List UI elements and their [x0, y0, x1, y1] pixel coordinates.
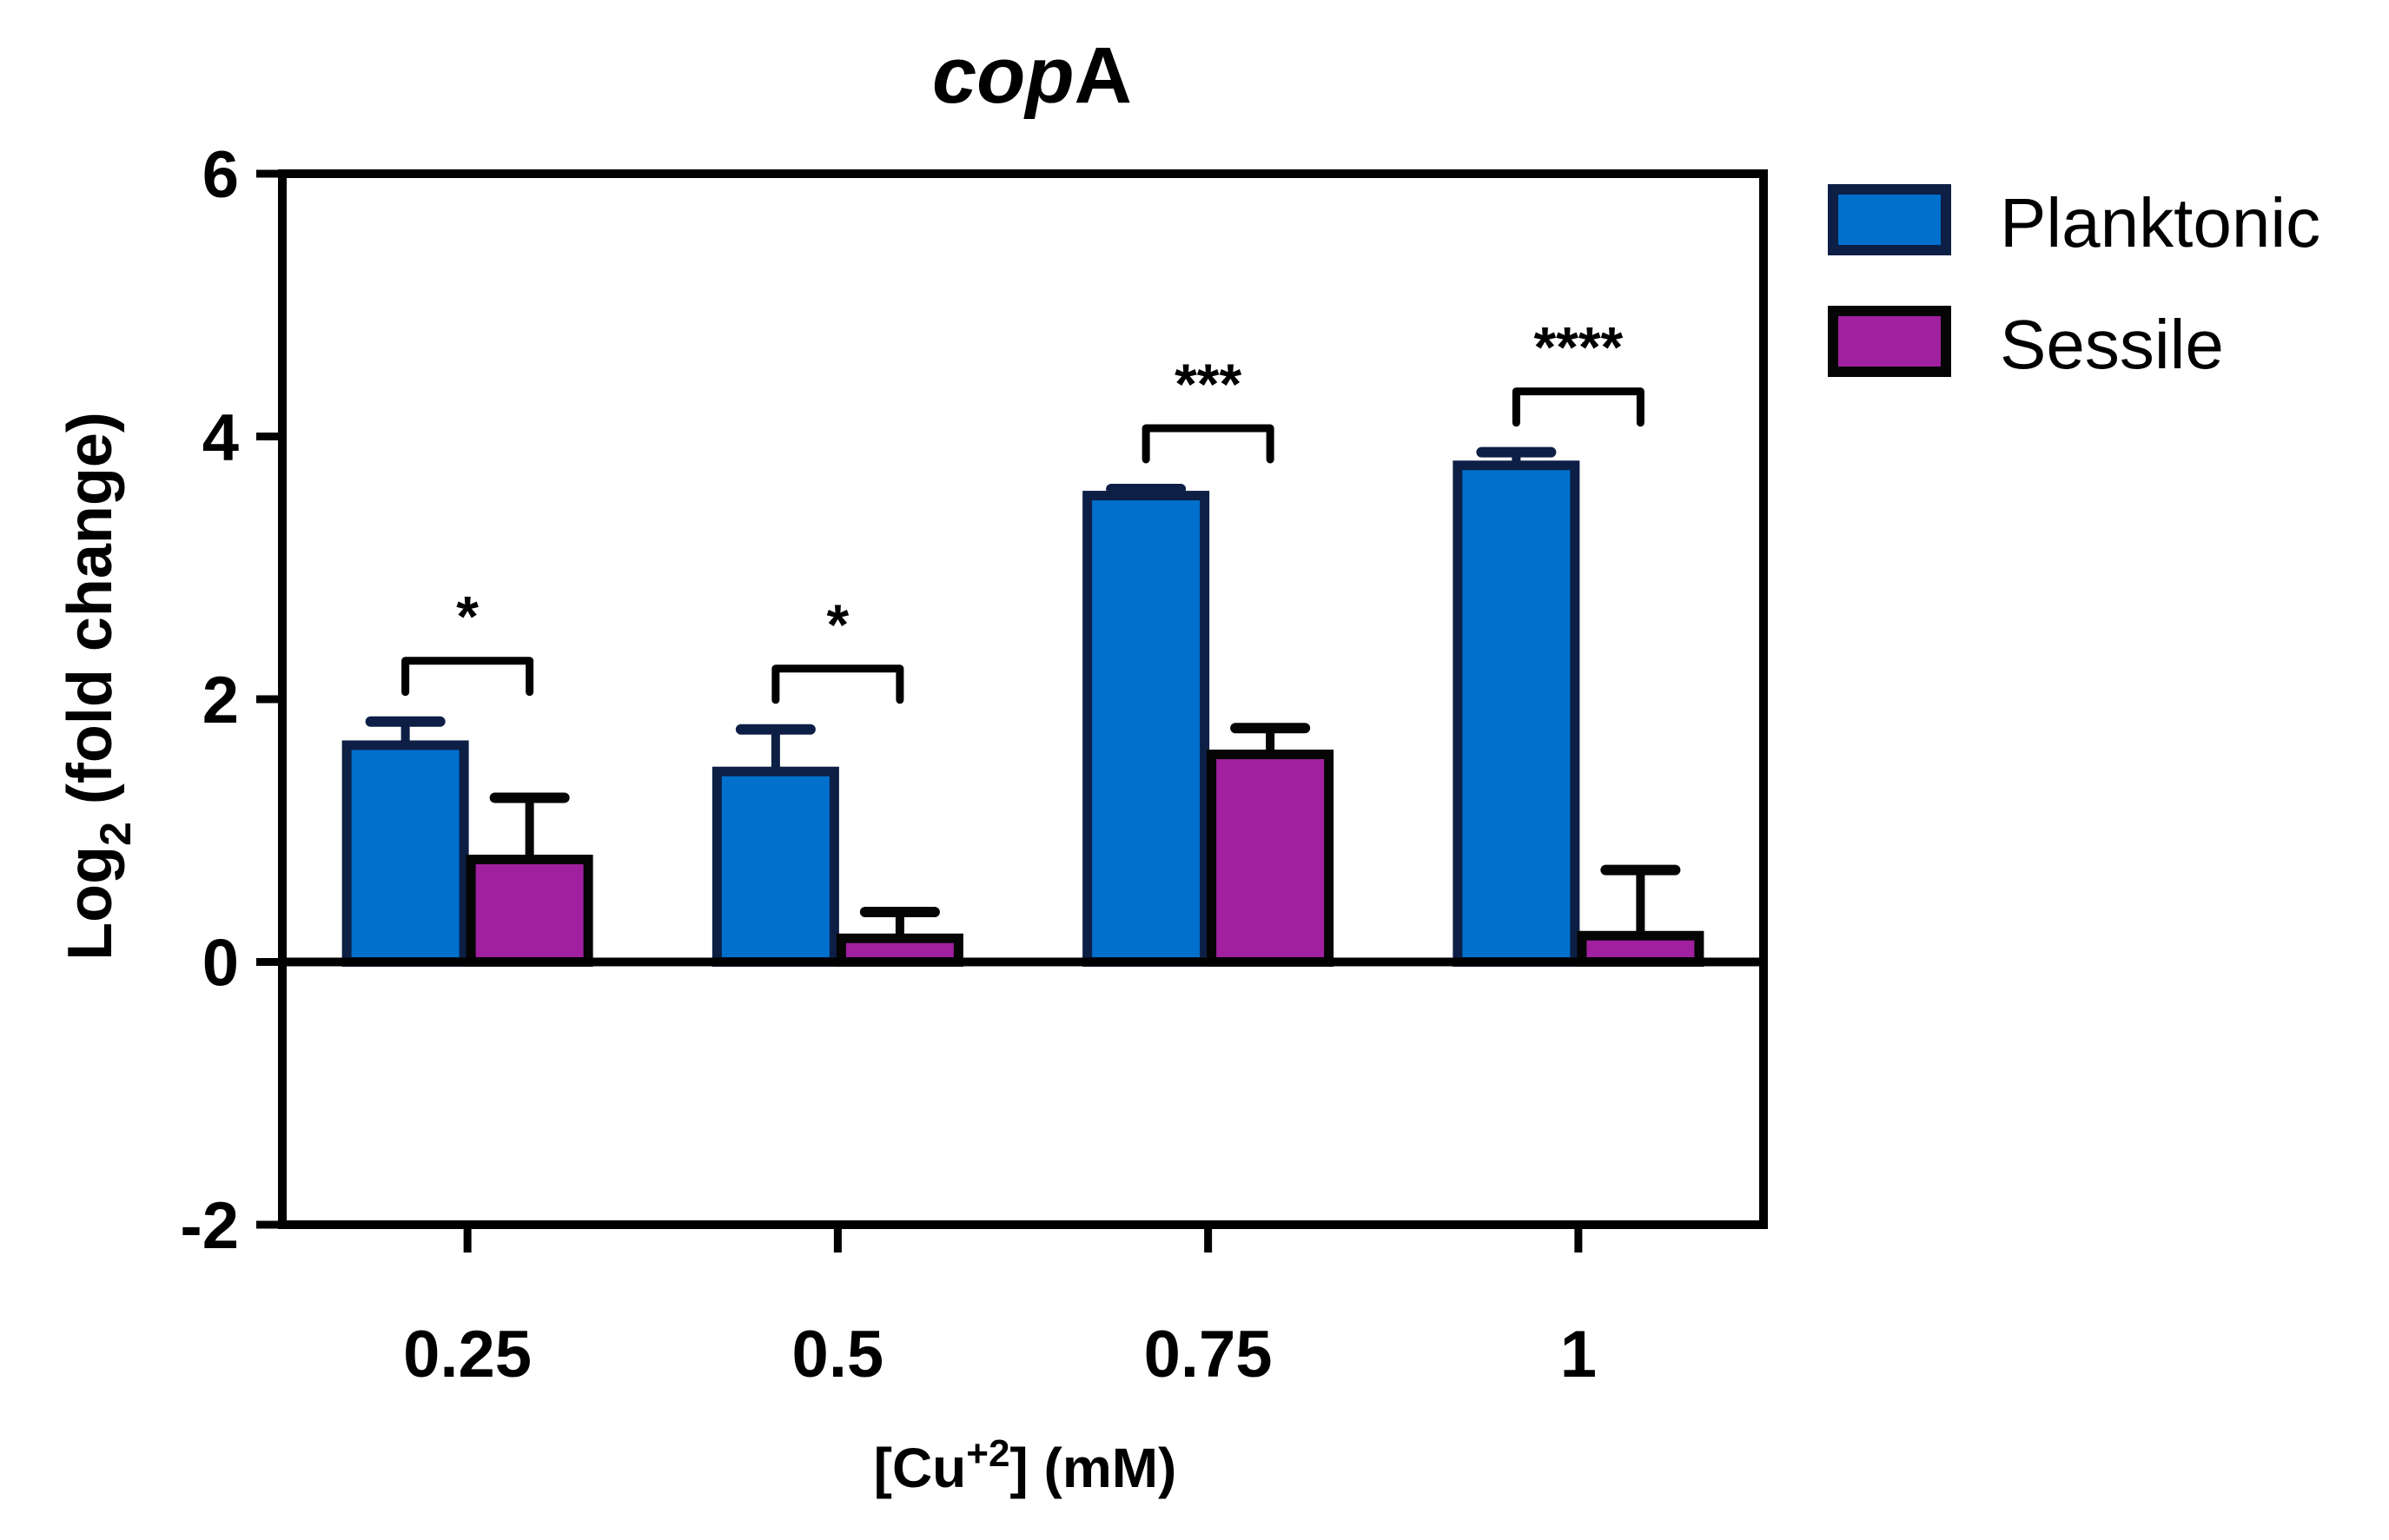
legend: Planktonic Sessile: [1828, 184, 2320, 383]
chart-title-normal: A: [1075, 31, 1132, 120]
bar-planktonic: [1082, 491, 1210, 967]
x-axis-label: [Cu+2] (mM): [874, 1432, 1177, 1499]
x-axis-label-post: ] (mM): [1009, 1437, 1176, 1499]
y-axis-label: Log2 (fold change): [56, 412, 140, 961]
bar-planktonic: [341, 740, 469, 967]
y-tick-label: -2: [180, 1189, 239, 1263]
y-axis-label-sub: 2: [91, 822, 140, 846]
bar-sessile: [1207, 750, 1334, 968]
legend-swatch-planktonic: [1828, 184, 1951, 255]
x-tick-label: 0.25: [403, 1318, 532, 1391]
chart-title-italic: cop: [932, 31, 1075, 120]
y-tick-label: 2: [202, 664, 239, 737]
legend-label-planktonic: Planktonic: [2000, 184, 2320, 261]
y-tick-label: 6: [202, 138, 239, 212]
bar-planktonic: [1453, 460, 1580, 967]
y-tick-label: 4: [202, 401, 239, 475]
significance-label: ***: [1175, 352, 1241, 416]
x-axis-label-pre: [Cu: [874, 1437, 967, 1499]
y-axis-label-rest: (fold change): [56, 412, 125, 822]
significance-label: *: [827, 592, 850, 657]
x-axis-label-sup: +2: [966, 1432, 1009, 1475]
significance-bracket: [401, 657, 534, 697]
significance-bracket: [1512, 387, 1645, 427]
bar-planktonic: [711, 766, 839, 967]
y-axis-label-main: Log: [56, 846, 125, 961]
bar-sessile: [466, 855, 593, 968]
y-tick-label: 0: [202, 927, 239, 1001]
significance-bracket: [771, 664, 904, 704]
legend-swatch-sessile: [1828, 306, 1951, 377]
plot-area: -2 0 2 4 6 0.25 * 0.5 * 0.75 *** 1 ****: [180, 138, 1768, 1391]
significance-bracket: [1142, 424, 1274, 464]
legend-label-sessile: Sessile: [2000, 306, 2224, 383]
chart-title: copA: [932, 31, 1132, 120]
significance-label: ****: [1534, 315, 1624, 380]
x-tick-label: 0.5: [792, 1318, 884, 1391]
x-tick-label: 1: [1560, 1318, 1597, 1391]
x-tick-label: 0.75: [1144, 1318, 1273, 1391]
significance-label: *: [456, 585, 479, 649]
